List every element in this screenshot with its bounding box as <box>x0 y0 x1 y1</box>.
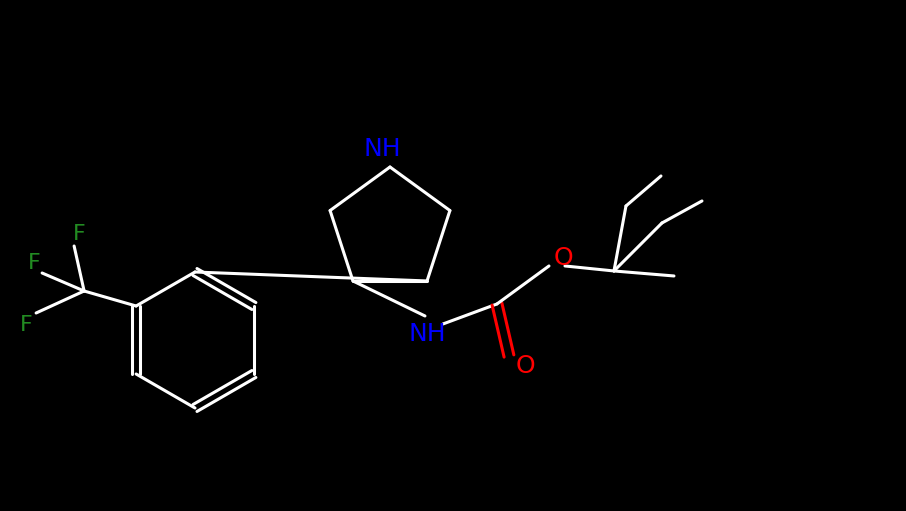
Text: O: O <box>516 354 535 378</box>
Text: NH: NH <box>409 322 446 346</box>
Text: F: F <box>20 315 33 335</box>
Text: F: F <box>72 224 85 244</box>
Text: NH: NH <box>363 137 400 161</box>
Text: F: F <box>28 253 41 273</box>
Text: O: O <box>554 246 573 270</box>
